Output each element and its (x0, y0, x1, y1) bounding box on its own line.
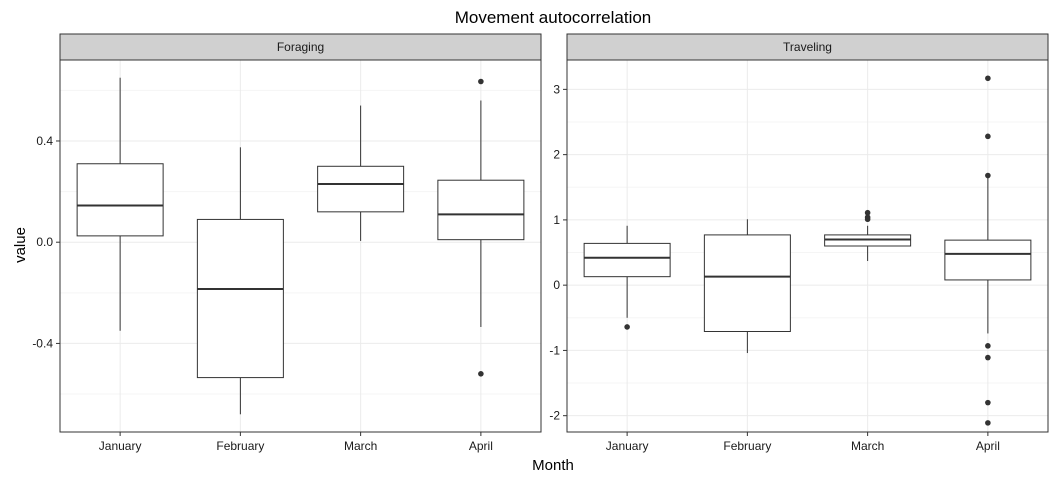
x-tick-label: February (216, 439, 264, 453)
box-iqr (583, 242, 671, 278)
outlier-point (864, 216, 871, 223)
box-iqr (196, 218, 284, 379)
outlier-point (985, 399, 991, 406)
outlier-point (985, 420, 991, 426)
box-foraging-january (76, 77, 164, 331)
outlier-point (985, 172, 991, 179)
box-iqr (317, 165, 405, 213)
facet-strip (566, 33, 1049, 61)
x-tick-label: February (723, 439, 771, 453)
box-traveling-february (703, 219, 791, 354)
outlier-point (985, 133, 991, 140)
y-tick-label: -0.4 (32, 336, 53, 350)
y-tick-label: -1 (549, 343, 560, 357)
x-tick-label: January (606, 439, 649, 453)
panel-foraging: Foraging -0.4 0.0 0.4 January February March Ap… (32, 33, 542, 453)
box-foraging-april (437, 78, 525, 377)
outlier-point (864, 209, 871, 216)
x-tick-label: March (851, 439, 884, 453)
x-tick-label: April (469, 439, 493, 453)
outlier-point (985, 354, 991, 361)
box-foraging-march (317, 105, 405, 241)
panel-background (60, 60, 541, 432)
facet-label: Foraging (277, 40, 324, 54)
outlier-point (478, 78, 484, 85)
outlier-point (985, 343, 991, 349)
x-tick-label: April (976, 439, 1000, 453)
y-tick-label: 3 (553, 82, 560, 96)
outlier-point (985, 75, 991, 82)
box-traveling-march (824, 209, 912, 262)
y-tick-label: 2 (553, 148, 560, 162)
x-tick-label: March (344, 439, 377, 453)
facet-panels: Foraging -0.4 0.0 0.4 January February March Ap… (32, 33, 1049, 453)
box-iqr (944, 239, 1032, 281)
y-tick-label: 1 (553, 213, 560, 227)
facet-strip (59, 33, 542, 61)
facet-label: Traveling (783, 40, 832, 54)
box-iqr (703, 234, 791, 332)
panel-traveling: Traveling -2 -1 0 1 2 3 January February March Apr… (549, 33, 1049, 453)
box-foraging-february (196, 147, 284, 415)
outlier-point (624, 324, 630, 330)
y-tick-label: -2 (549, 409, 560, 423)
chart-title: Movement autocorrelation (455, 8, 652, 27)
outlier-point (478, 370, 484, 377)
y-tick-label: 0.0 (36, 235, 53, 249)
box-traveling-january (583, 225, 671, 330)
box-iqr (76, 163, 164, 237)
x-axis-title: Month (532, 457, 574, 474)
box-traveling-april (944, 75, 1032, 426)
y-tick-label: 0 (553, 278, 560, 292)
x-tick-label: January (99, 439, 142, 453)
y-axis-title: value (12, 227, 29, 263)
box-iqr (437, 179, 525, 241)
y-tick-label: 0.4 (36, 134, 53, 148)
